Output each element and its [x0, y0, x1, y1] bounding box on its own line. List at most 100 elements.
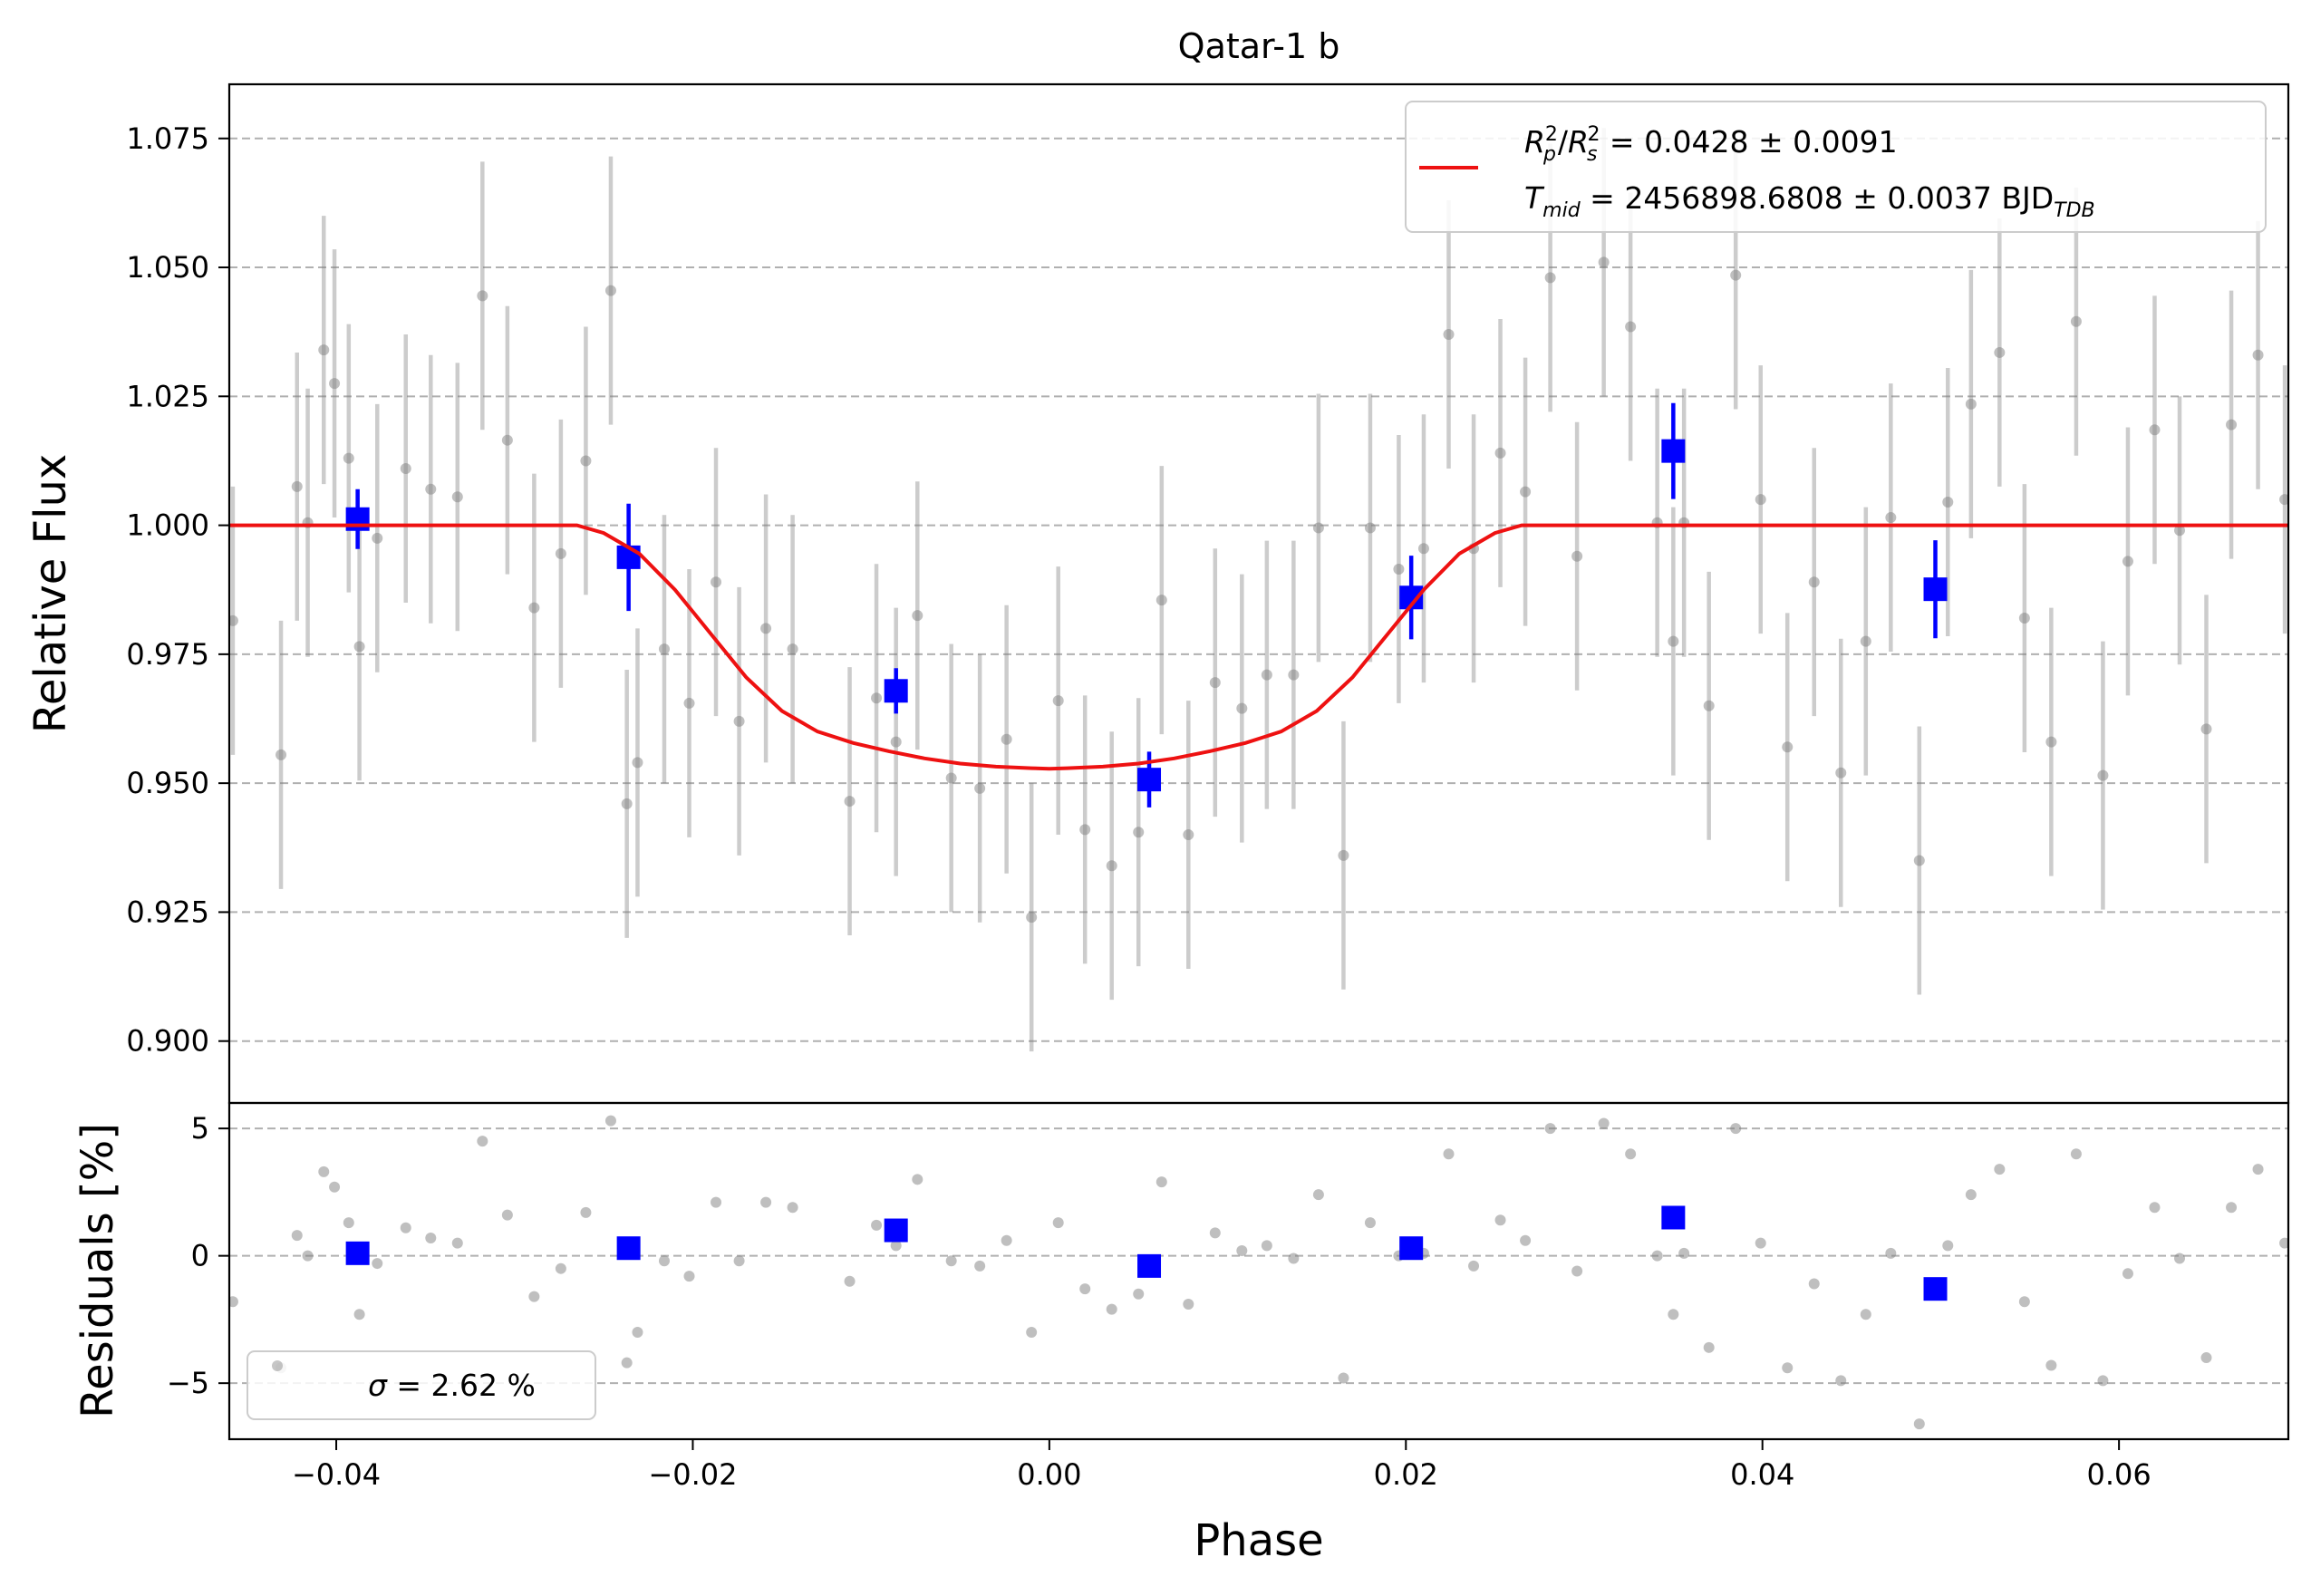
sigma-legend-text: σ = 2.62 %: [368, 1368, 536, 1403]
residual-raw-point: [2018, 1296, 2030, 1308]
flux-raw-point: [760, 623, 772, 634]
residual-raw-point: [580, 1206, 592, 1218]
legend-rp-sep: /: [1558, 124, 1569, 160]
flux-raw-point: [555, 547, 566, 559]
residual-raw-point: [711, 1196, 722, 1208]
residuals-panel: −5 0 5 −0.04 −0.02 0.00 0.02 0.04 0.06 Residual…: [73, 1101, 2290, 1566]
flux-raw-point: [2279, 494, 2288, 506]
residual-raw-point: [1288, 1253, 1300, 1264]
flux-raw-point: [2070, 315, 2082, 327]
residual-raw-point: [1571, 1265, 1583, 1277]
residual-raw-point: [912, 1174, 923, 1185]
flux-raw-point: [871, 692, 883, 704]
flux-raw-point: [1312, 522, 1324, 534]
residual-raw-point: [229, 1296, 238, 1308]
flux-raw-point: [1393, 563, 1405, 575]
residual-raw-point: [1625, 1148, 1637, 1160]
flux-raw-point: [711, 576, 722, 588]
residual-raw-point: [329, 1181, 341, 1193]
flux-raw-point: [2174, 525, 2186, 537]
residual-raw-point: [1885, 1247, 1897, 1259]
flux-legend: Rp2/Rs2 = 0.0428 ± 0.0091 Tmid = 2456898…: [1405, 101, 2267, 233]
residual-raw-point: [2252, 1164, 2264, 1175]
flux-raw-point: [912, 610, 923, 622]
flux-raw-point: [1364, 522, 1376, 534]
residual-raw-point: [451, 1237, 463, 1249]
flux-raw-point: [1183, 829, 1194, 841]
flux-raw-point: [632, 757, 643, 769]
flux-raw-point: [1001, 733, 1012, 745]
flux-raw-point: [1417, 543, 1429, 555]
flux-binned-point: [1137, 768, 1162, 792]
residual-raw-point: [1494, 1214, 1506, 1226]
residual-raw-point: [501, 1209, 513, 1221]
residual-binned-point: [1661, 1205, 1686, 1230]
residual-raw-point: [1052, 1217, 1064, 1229]
flux-raw-point: [1625, 321, 1637, 333]
transit-model-line: [229, 523, 2288, 771]
phase-x-tick-label: 0.06: [2087, 1457, 2151, 1492]
phase-x-tick-label: −0.04: [292, 1457, 381, 1492]
flux-y-tick-label: 1.050: [126, 250, 209, 285]
residual-raw-point: [1808, 1278, 1820, 1290]
phase-x-ticks: −0.04 −0.02 0.00 0.02 0.04 0.06: [292, 1439, 2151, 1492]
residual-raw-point: [1443, 1148, 1455, 1160]
residual-raw-point: [2070, 1148, 2082, 1160]
flux-raw-point: [276, 749, 287, 760]
residual-raw-point: [1133, 1288, 1145, 1300]
residuals-raw-points: [229, 1115, 2288, 1430]
residual-raw-point: [658, 1255, 670, 1267]
flux-raw-point: [1808, 576, 1820, 588]
residual-raw-point: [2226, 1202, 2238, 1214]
residual-raw-point: [1755, 1237, 1766, 1249]
residuals-y-ticks: −5 0 5: [167, 1111, 229, 1400]
flux-raw-point: [1261, 669, 1272, 681]
flux-raw-point: [945, 772, 957, 784]
residual-raw-point: [1835, 1375, 1847, 1387]
flux-raw-point: [477, 290, 488, 302]
flux-raw-point: [1079, 824, 1091, 836]
legend-tdb-sub: TDB: [2054, 199, 2094, 222]
flux-raw-point: [229, 614, 238, 626]
residual-raw-point: [871, 1219, 883, 1231]
phase-x-tick-label: −0.02: [648, 1457, 737, 1492]
flux-raw-point: [1885, 512, 1897, 524]
flux-raw-point: [1703, 700, 1715, 711]
residual-raw-point: [1598, 1117, 1610, 1129]
flux-raw-point: [1835, 767, 1847, 779]
residual-raw-point: [1338, 1372, 1349, 1384]
residual-raw-point: [400, 1222, 411, 1233]
flux-y-tick-label: 1.000: [126, 508, 209, 543]
residual-raw-point: [372, 1258, 383, 1270]
flux-y-tick-label: 0.900: [126, 1024, 209, 1059]
flux-raw-point: [343, 452, 354, 464]
flux-raw-point: [1106, 860, 1117, 872]
residual-raw-point: [477, 1136, 488, 1147]
legend-tmid-symbol: T: [1524, 180, 1545, 216]
flux-raw-points: [229, 128, 2288, 1052]
flux-raw-point: [683, 697, 695, 709]
sigma-symbol: σ: [368, 1368, 388, 1403]
residual-raw-point: [1782, 1362, 1794, 1374]
residual-raw-point: [1520, 1234, 1532, 1246]
residual-raw-point: [2279, 1237, 2288, 1249]
residual-raw-point: [302, 1250, 314, 1262]
residual-raw-point: [1678, 1247, 1690, 1259]
flux-raw-point: [1942, 496, 1954, 508]
residual-raw-point: [2200, 1352, 2212, 1364]
residuals-y-tick-label: 0: [191, 1239, 209, 1273]
flux-raw-point: [318, 344, 330, 356]
flux-y-tick-label: 1.025: [126, 379, 209, 413]
flux-raw-point: [425, 483, 437, 495]
flux-raw-point: [528, 602, 540, 614]
flux-raw-point: [580, 455, 592, 467]
flux-raw-point: [733, 715, 745, 727]
flux-raw-point: [2097, 769, 2109, 781]
residual-raw-point: [1312, 1189, 1324, 1201]
legend-entry-rp: Rp2/Rs2 = 0.0428 ± 0.0091: [1524, 123, 1898, 166]
flux-binned-point: [1661, 439, 1686, 463]
residual-raw-point: [1156, 1176, 1167, 1188]
residual-raw-point: [1544, 1123, 1556, 1135]
phase-x-tick-label: 0.00: [1017, 1457, 1081, 1492]
